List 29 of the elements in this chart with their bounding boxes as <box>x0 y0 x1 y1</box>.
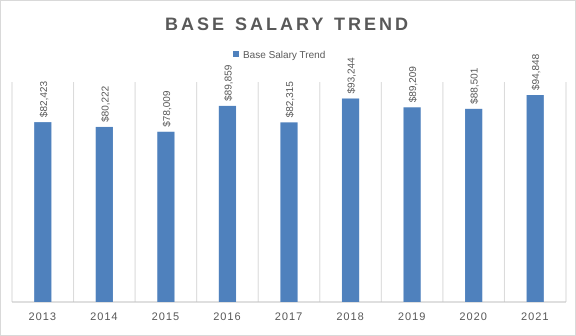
data-label: $94,848 <box>531 53 542 90</box>
data-label: $93,244 <box>346 56 358 94</box>
x-tick-label: 2014 <box>90 311 119 323</box>
data-label: $89,859 <box>223 64 234 101</box>
bar <box>34 122 52 302</box>
data-label: $82,423 <box>38 80 50 118</box>
legend-label: Base Salary Trend <box>243 50 326 61</box>
bar <box>526 95 544 302</box>
x-tick-label: 2020 <box>459 311 488 323</box>
x-tick-label: 2016 <box>213 311 242 323</box>
x-tick-label: 2015 <box>152 311 180 323</box>
bar <box>96 126 113 302</box>
data-label: $82,315 <box>285 80 296 118</box>
data-label: $78,009 <box>162 90 173 127</box>
bar <box>218 106 236 302</box>
bar <box>342 98 360 302</box>
x-tick-label: 2019 <box>398 311 426 323</box>
data-label: $80,222 <box>100 85 112 122</box>
chart-title: BASE SALARY TREND <box>164 14 412 34</box>
bar <box>403 107 421 302</box>
x-tick-label: 2018 <box>336 311 365 323</box>
x-tick-label: 2021 <box>520 311 550 323</box>
data-label: $88,501 <box>470 67 481 104</box>
x-tick-label: 2017 <box>274 311 304 323</box>
bar <box>280 122 298 302</box>
bar <box>157 132 175 302</box>
data-label: $89,209 <box>408 66 420 102</box>
x-tick-label: 2013 <box>28 311 58 323</box>
bar <box>465 108 482 302</box>
